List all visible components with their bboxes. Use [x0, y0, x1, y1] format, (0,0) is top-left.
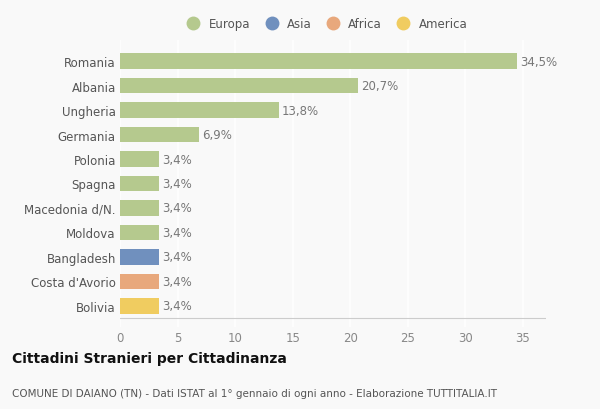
Text: 13,8%: 13,8%	[282, 104, 319, 117]
Bar	[120, 298, 159, 314]
Bar	[120, 225, 159, 241]
Bar	[120, 200, 159, 216]
Bar	[120, 54, 517, 70]
Text: 3,4%: 3,4%	[162, 300, 192, 313]
Bar	[120, 152, 159, 168]
Bar	[120, 127, 199, 143]
Text: 34,5%: 34,5%	[520, 55, 557, 68]
Bar	[120, 249, 159, 265]
Text: 3,4%: 3,4%	[162, 251, 192, 264]
Text: 3,4%: 3,4%	[162, 227, 192, 239]
Legend: Europa, Asia, Africa, America: Europa, Asia, Africa, America	[182, 18, 467, 31]
Text: 20,7%: 20,7%	[361, 80, 398, 93]
Bar	[120, 103, 279, 119]
Bar	[120, 176, 159, 192]
Text: 6,9%: 6,9%	[202, 129, 232, 142]
Text: 3,4%: 3,4%	[162, 178, 192, 191]
Bar	[120, 79, 358, 94]
Bar	[120, 274, 159, 290]
Text: COMUNE DI DAIANO (TN) - Dati ISTAT al 1° gennaio di ogni anno - Elaborazione TUT: COMUNE DI DAIANO (TN) - Dati ISTAT al 1°…	[12, 388, 497, 398]
Text: 3,4%: 3,4%	[162, 202, 192, 215]
Text: 3,4%: 3,4%	[162, 153, 192, 166]
Text: 3,4%: 3,4%	[162, 275, 192, 288]
Text: Cittadini Stranieri per Cittadinanza: Cittadini Stranieri per Cittadinanza	[12, 351, 287, 365]
